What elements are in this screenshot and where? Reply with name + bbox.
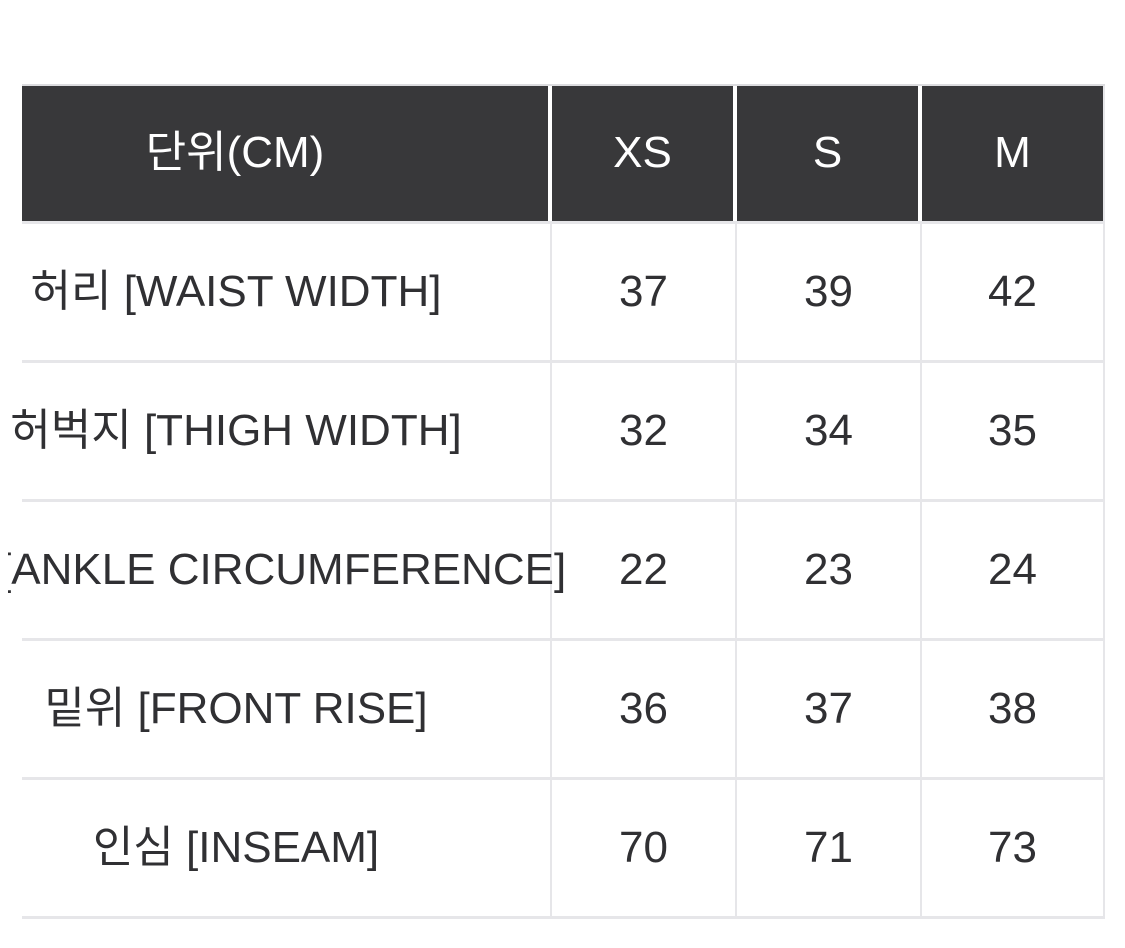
value-cell-waist-m: 42	[922, 221, 1105, 360]
value-cell-thigh-xs: 32	[552, 360, 737, 499]
size-chart-region: 단위(CM) XS S M 허리 [WAIST WIDTH] 37 39 42 …	[8, 84, 1118, 920]
value-front-rise-s: 37	[804, 683, 853, 733]
value-ankle-s: 23	[804, 544, 853, 594]
row-label-inseam: 인심 [INSEAM]	[92, 822, 380, 872]
row-label-thigh: 허벅지 [THIGH WIDTH]	[10, 405, 462, 455]
size-header-m-label: M	[994, 128, 1031, 178]
size-table: 단위(CM) XS S M 허리 [WAIST WIDTH] 37 39 42 …	[8, 84, 1105, 919]
value-thigh-m: 35	[988, 405, 1037, 455]
value-cell-inseam-xs: 70	[552, 777, 737, 916]
value-inseam-xs: 70	[619, 822, 668, 872]
row-label-front-rise: 밑위 [FRONT RISE]	[44, 683, 428, 733]
value-cell-front-rise-s: 37	[737, 638, 922, 777]
value-cell-inseam-m: 73	[922, 777, 1105, 916]
size-header-s: S	[737, 86, 922, 221]
row-label-cell-thigh: 허벅지 [THIGH WIDTH]	[10, 360, 552, 499]
value-waist-xs: 37	[619, 266, 668, 316]
value-cell-ankle-m: 24	[922, 499, 1105, 638]
value-cell-waist-xs: 37	[552, 221, 737, 360]
row-label-cell-front-rise: 밑위 [FRONT RISE]	[22, 638, 552, 777]
value-waist-s: 39	[804, 266, 853, 316]
value-cell-ankle-xs: 22	[552, 499, 737, 638]
value-waist-m: 42	[988, 266, 1037, 316]
size-header-m: M	[922, 86, 1105, 221]
size-header-xs: XS	[552, 86, 737, 221]
value-front-rise-m: 38	[988, 683, 1037, 733]
row-label-cell-waist: 허리 [WAIST WIDTH]	[22, 221, 552, 360]
value-thigh-s: 34	[804, 405, 853, 455]
value-inseam-s: 71	[804, 822, 853, 872]
unit-header-cell: 단위(CM)	[22, 86, 552, 221]
row-label-cell-inseam: 인심 [INSEAM]	[22, 777, 552, 916]
value-cell-thigh-m: 35	[922, 360, 1105, 499]
value-cell-waist-s: 39	[737, 221, 922, 360]
value-front-rise-xs: 36	[619, 683, 668, 733]
value-cell-inseam-s: 71	[737, 777, 922, 916]
unit-header-label: 단위(CM)	[145, 128, 325, 178]
value-ankle-xs: 22	[619, 544, 668, 594]
row-label-cell-ankle: 밑단 [ANKLE CIRCUMFERENCE]	[8, 499, 566, 638]
value-cell-ankle-s: 23	[737, 499, 922, 638]
value-ankle-m: 24	[988, 544, 1037, 594]
size-header-xs-label: XS	[613, 128, 672, 178]
value-cell-front-rise-m: 38	[922, 638, 1105, 777]
value-cell-thigh-s: 34	[737, 360, 922, 499]
row-label-waist: 허리 [WAIST WIDTH]	[30, 266, 442, 316]
value-inseam-m: 73	[988, 822, 1037, 872]
size-header-s-label: S	[812, 128, 843, 178]
value-thigh-xs: 32	[619, 405, 668, 455]
row-label-ankle: 밑단 [ANKLE CIRCUMFERENCE]	[8, 544, 567, 594]
value-cell-front-rise-xs: 36	[552, 638, 737, 777]
